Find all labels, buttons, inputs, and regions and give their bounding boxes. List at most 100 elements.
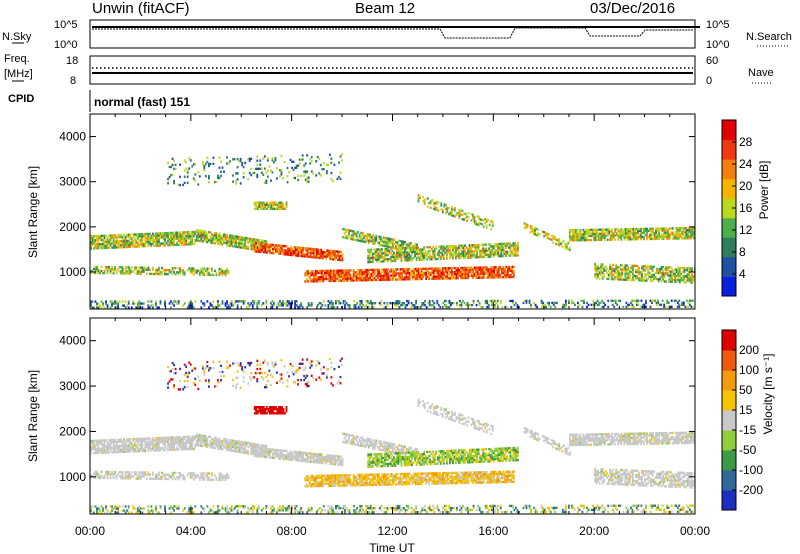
power-cell [478, 223, 481, 227]
power-cell [432, 251, 435, 255]
velocity-cell [135, 437, 138, 441]
power-cell [603, 234, 606, 237]
power-cell [507, 246, 510, 249]
power-cell [376, 268, 379, 271]
power-cell [114, 234, 117, 237]
power-cell [495, 242, 498, 246]
power-cell [593, 236, 595, 240]
velocity-cell [162, 436, 165, 440]
power-cell [326, 253, 329, 256]
power-cell [334, 258, 336, 261]
power-cell [268, 205, 271, 208]
power-cell [238, 300, 241, 303]
velocity-cell [170, 442, 172, 445]
velocity-cell [244, 445, 247, 448]
power-cell [170, 233, 172, 237]
power-cell [316, 271, 319, 275]
power-cell [564, 242, 567, 245]
power-cell [165, 234, 168, 237]
power-cell [221, 239, 224, 242]
power-cell [288, 300, 290, 303]
power-cell [226, 302, 228, 305]
velocity-cell [223, 438, 225, 441]
power-cell [368, 302, 371, 305]
power-cell [312, 250, 315, 253]
power-cell [179, 237, 182, 240]
power-cell [111, 268, 113, 271]
power-cell [275, 203, 277, 206]
power-cell [334, 271, 337, 274]
velocity-cell [91, 443, 94, 447]
velocity-cell [238, 442, 241, 445]
power-cell [436, 257, 439, 261]
power-cell [324, 251, 327, 254]
power-cell [611, 303, 614, 307]
power-cell [423, 200, 426, 203]
power-cell [647, 271, 649, 274]
power-cell [114, 268, 117, 271]
power-cell [177, 300, 180, 303]
power-cell [689, 237, 692, 240]
power-cell [377, 254, 380, 257]
power-cell [479, 251, 482, 255]
power-cell [477, 247, 480, 251]
power-cell [357, 306, 360, 309]
velocity-cell [217, 445, 219, 448]
power-cell [598, 273, 601, 276]
power-cell [491, 276, 494, 279]
power-cell [230, 304, 233, 307]
power-cell [398, 243, 400, 247]
power-cell [203, 234, 206, 237]
power-cell [370, 274, 373, 278]
velocity-cell [120, 444, 123, 447]
power-cell [638, 266, 640, 270]
power-cell [447, 251, 450, 254]
power-cell [121, 237, 124, 241]
power-cell [445, 251, 448, 254]
power-cell [256, 155, 259, 158]
power-cell [278, 203, 280, 206]
power-cell [306, 170, 309, 173]
power-cell [177, 231, 180, 234]
nsearch-tick-bottom: 10^0 [706, 39, 730, 51]
power-cell [685, 299, 688, 302]
power-cell [259, 250, 262, 254]
power-cell [603, 236, 606, 239]
power-cell [417, 267, 420, 271]
velocity-cell [120, 450, 123, 454]
velocity-cell [174, 442, 177, 445]
power-cell [279, 304, 281, 307]
power-cell [289, 302, 292, 305]
velocity-cell [227, 446, 230, 450]
power-cell [637, 229, 639, 233]
power-cell [613, 276, 616, 279]
velocity-cell [173, 442, 175, 445]
power-cell [534, 227, 536, 230]
power-cell [227, 304, 230, 307]
power-cell [186, 243, 189, 246]
velocity-cell [114, 438, 117, 442]
power-cell [263, 155, 266, 158]
power-cell [466, 301, 469, 305]
power-cell [366, 233, 369, 236]
power-cell [236, 237, 239, 240]
power-cell [148, 238, 151, 242]
power-cell [441, 247, 444, 250]
power-cell [253, 248, 256, 251]
power-cell [617, 228, 620, 231]
power-cell [174, 243, 177, 247]
power-cell [168, 231, 171, 235]
power-cell [118, 300, 121, 303]
power-cell [242, 300, 245, 303]
power-cell [352, 236, 355, 239]
velocity-cell [102, 445, 104, 448]
power-cell [636, 299, 638, 302]
power-cell [221, 273, 224, 277]
power-cell [607, 273, 610, 277]
power-cell [471, 303, 473, 307]
power-cell [432, 269, 435, 272]
power-cell [441, 255, 444, 258]
power-cell [570, 237, 573, 240]
velocity-cell [195, 435, 198, 439]
power-cell [161, 242, 163, 245]
